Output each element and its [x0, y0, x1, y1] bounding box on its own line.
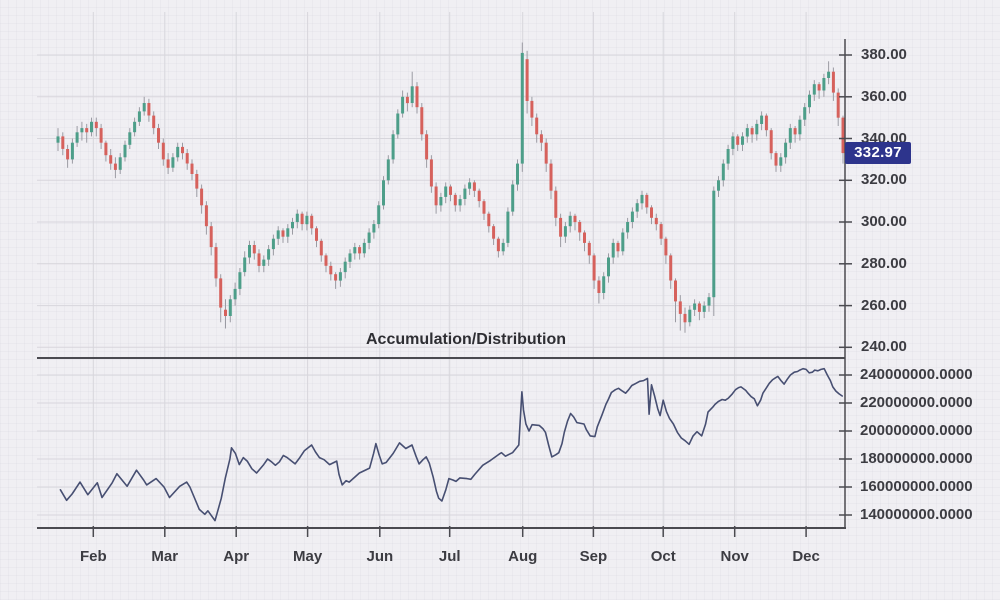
price-axis-tick-label: 260.00: [861, 296, 907, 314]
price-axis-tick-label: 380.00: [861, 46, 907, 63]
price-axis-tick-label: 320.00: [861, 171, 907, 189]
price-axis-tick-label: 240.00: [861, 338, 907, 356]
indicator-panel-title: Accumulation/Distribution: [366, 331, 566, 348]
price-axis-tick-label: 360.00: [861, 87, 907, 105]
x-axis-month-label: Jul: [438, 548, 461, 565]
x-axis-month-label: Dec: [792, 548, 820, 565]
x-axis-month-label: Aug: [508, 548, 538, 565]
x-axis-month-label: Feb: [79, 548, 107, 565]
x-axis-month-label: Apr: [223, 548, 250, 565]
price-axis-tick-label: 280.00: [861, 254, 907, 272]
last-price-badge: 332.97: [845, 142, 911, 164]
x-axis-month-label: Jun: [366, 548, 394, 565]
x-axis-month-label: Sep: [579, 548, 608, 565]
x-axis-month-label: Nov: [720, 548, 749, 565]
indicator-axis-tick-label: 200000000.0000: [860, 422, 973, 439]
indicator-axis-tick-label: 240000000.0000: [860, 366, 973, 383]
indicator-axis-tick-label: 140000000.0000: [860, 506, 973, 523]
indicator-axis-tick-label: 220000000.0000: [860, 394, 973, 411]
x-axis-month-label: May: [293, 548, 323, 565]
indicator-axis-tick-label: 180000000.0000: [860, 450, 973, 467]
x-axis-month-label: Mar: [151, 548, 179, 565]
indicator-axis-tick-label: 160000000.0000: [860, 478, 973, 495]
x-axis-month-label: Oct: [650, 548, 676, 565]
price-axis-tick-label: 300.00: [861, 213, 907, 231]
